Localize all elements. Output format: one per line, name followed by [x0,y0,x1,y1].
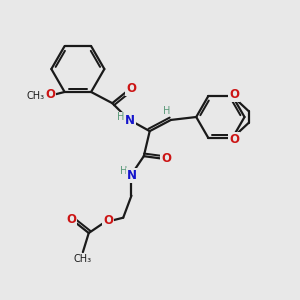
Text: H: H [163,106,170,116]
Text: N: N [125,114,135,127]
Text: N: N [127,169,137,182]
Text: CH₃: CH₃ [74,254,92,264]
Text: O: O [161,152,171,165]
Text: CH₃: CH₃ [27,92,45,101]
Text: O: O [229,88,239,101]
Text: O: O [126,82,136,95]
Text: O: O [45,88,55,101]
Text: H: H [120,167,127,176]
Text: O: O [229,133,239,146]
Text: O: O [66,213,76,226]
Text: O: O [103,214,113,227]
Text: H: H [117,112,124,122]
